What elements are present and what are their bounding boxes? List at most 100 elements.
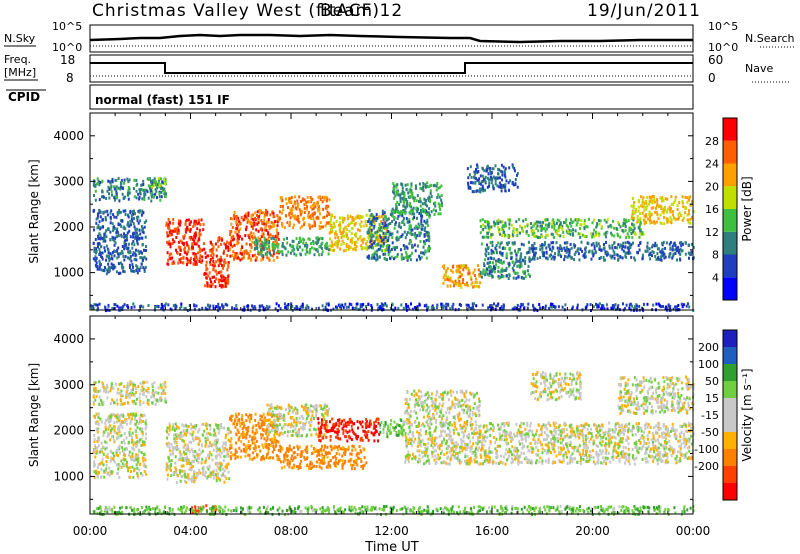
velocity-cell: [109, 449, 112, 453]
power-cell: [189, 261, 192, 265]
velocity-cell: [92, 402, 95, 406]
power-cell: [285, 304, 288, 308]
power-cell: [294, 202, 297, 206]
power-cell: [307, 214, 310, 218]
velocity-cell: [143, 443, 146, 447]
velocity-cell: [117, 387, 120, 391]
power-cell: [233, 211, 236, 214]
power-cell: [205, 272, 208, 276]
velocity-cell: [171, 427, 174, 431]
velocity-cell: [117, 446, 120, 449]
power-cell: [172, 260, 175, 264]
velocity-cell: [145, 419, 148, 423]
power-cell: [329, 218, 332, 222]
power-cell: [652, 251, 655, 255]
power-cell: [331, 243, 334, 247]
power-cell: [661, 241, 664, 245]
power-cell: [194, 256, 197, 260]
velocity-cell: [138, 468, 141, 472]
power-cell: [468, 305, 471, 309]
power-cell: [495, 304, 498, 308]
velocity-cell: [179, 436, 182, 440]
power-cell: [424, 208, 426, 212]
power-cell: [303, 203, 306, 207]
power-cell: [400, 257, 403, 261]
power-cell: [560, 255, 563, 259]
power-cell: [339, 229, 342, 233]
power-cell: [675, 246, 678, 250]
power-cell: [410, 229, 413, 233]
power-cell: [352, 218, 355, 222]
velocity-cell: [142, 392, 145, 396]
power-cell: [333, 215, 336, 219]
power-cell: [312, 242, 315, 246]
power-cell: [439, 207, 442, 211]
power-cell: [236, 242, 238, 246]
power-cell: [328, 198, 331, 202]
velocity-cell: [132, 413, 135, 417]
power-cell: [389, 249, 392, 253]
power-cell: [424, 183, 427, 187]
power-cell: [335, 219, 338, 223]
power-cell: [628, 306, 631, 310]
power-cell: [584, 246, 587, 250]
power-cell: [157, 181, 160, 185]
velocity-cell: [209, 427, 212, 431]
power-cell: [636, 220, 639, 224]
power-cell: [574, 229, 577, 233]
power-cell: [642, 302, 645, 306]
power-cell: [596, 222, 599, 226]
velocity-cell: [132, 475, 135, 479]
power-cell: [507, 277, 510, 280]
power-cell: [183, 241, 185, 245]
power-cell: [516, 185, 519, 189]
power-cell: [571, 307, 574, 311]
power-cell: [331, 230, 334, 233]
power-cell: [517, 250, 520, 254]
power-cell: [555, 231, 558, 235]
power-cell: [291, 244, 294, 248]
velocity-cell: [93, 460, 96, 464]
power-cell: [370, 246, 373, 250]
power-cell: [617, 304, 620, 308]
power-cell: [420, 251, 422, 255]
power-cell: [577, 218, 580, 222]
power-cell: [296, 246, 299, 250]
power-cell: [490, 225, 493, 229]
power-cell: [672, 201, 675, 205]
power-cell: [253, 253, 256, 257]
power-cell: [583, 255, 586, 259]
power-cell: [593, 228, 596, 232]
power-cell: [186, 260, 189, 264]
power-cell: [285, 253, 288, 257]
velocity-cell: [136, 472, 139, 476]
power-cell: [247, 211, 250, 215]
power-cell: [249, 238, 252, 242]
power-cell: [642, 196, 645, 200]
power-cell: [177, 226, 179, 230]
power-cell: [222, 279, 225, 283]
power-cell: [465, 266, 468, 270]
power-cell: [127, 215, 130, 219]
power-cell: [631, 230, 634, 234]
power-cell: [123, 258, 126, 262]
velocity-cell: [167, 432, 170, 436]
power-cell: [422, 186, 424, 189]
power-cell: [324, 246, 327, 250]
power-cell: [392, 209, 395, 213]
power-cell: [140, 225, 143, 228]
power-cell: [292, 226, 294, 230]
power-cell: [342, 241, 345, 245]
power-cell: [499, 251, 502, 255]
power-cell: [304, 202, 307, 206]
power-cell: [319, 212, 321, 216]
power-cell: [508, 263, 511, 267]
velocity-cell: [215, 454, 218, 458]
power-cell: [371, 253, 374, 257]
power-cell: [410, 182, 413, 186]
velocity-cell: [104, 447, 107, 451]
power-cell: [546, 257, 549, 261]
velocity-cell: [131, 454, 134, 458]
power-cell: [127, 193, 130, 197]
velocity-cell: [120, 420, 123, 424]
